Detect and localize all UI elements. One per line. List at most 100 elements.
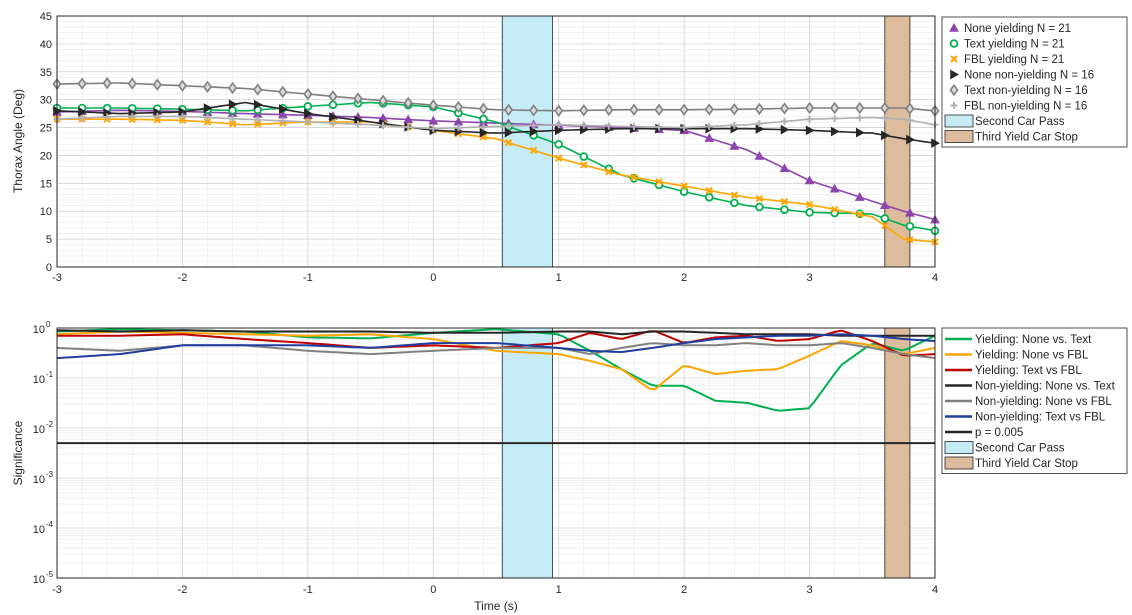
shaded-regions [501,327,911,579]
top-series-1-point [854,192,865,201]
top-series-3-point [529,146,538,155]
top-series-4-point [329,112,338,122]
top-series-6-point [178,112,186,120]
top-series-6-point [831,115,839,123]
top-series-4-point [855,127,865,138]
series-group [56,328,936,445]
bottom-series-6-line [56,333,936,360]
top-series-5-point [453,100,463,114]
top-series-3-point [856,210,864,219]
legend-label: Yielding: None vs FBL [975,350,1089,362]
top-series-5-point [428,99,438,112]
top-series-3-line [57,118,936,243]
top-series-6-point [881,114,889,122]
top-series-6-point [705,122,713,130]
top-series-5-point [805,101,815,115]
top-series-4-point [253,99,263,110]
top-series-3-point [253,120,262,128]
legend-label: None non-yielding N = 16 [964,70,1094,82]
legend-label: FBL yielding N = 21 [964,54,1064,66]
top-series-6-point [806,115,814,123]
top-series-5-point [177,79,187,92]
legend-item: Text non-yielding N = 16 [949,83,1088,97]
top-series-3-point [203,118,212,126]
top-series-5-point [353,92,363,105]
top-series-6-point [906,116,914,124]
top-series-2-point [905,221,915,231]
top-series-4-point [78,107,88,117]
legend-item: Second Car Pass [944,441,1065,455]
top-series-5-point [629,103,639,116]
top-series-6-point [856,114,864,122]
legend-label: Third Yield Car Stop [975,458,1078,470]
legend-item: Third Yield Car Stop [944,456,1078,470]
legend-bottom: Yielding: None vs. Text Yielding: None vs… [941,327,1128,474]
legend-label: Text non-yielding N = 16 [964,85,1088,97]
y-tick-exponent: -1 [46,370,54,379]
x-tick-label: 1 [556,584,562,596]
top-series-6-point [354,120,362,128]
legend-label: None yielding N = 21 [964,23,1071,35]
legend-item: FBL yielding N = 21 [950,54,1064,66]
legend-label: Yielding: None vs. Text [975,334,1092,346]
x-tick-label: -3 [52,584,62,596]
top-series-2-point [730,198,739,208]
legend-marker [949,22,959,32]
x-tick-label: 1 [556,272,562,284]
top-series-2-point [303,102,313,111]
top-series-4-point [780,124,790,135]
top-series-5-point [779,102,790,115]
top-series-5-point [503,103,514,117]
y-tick-label: 15 [40,178,52,190]
top-series-5-point [77,77,87,90]
top-series-3-point [780,197,789,206]
top-series-5-point [253,83,263,96]
top-series-4-point [906,134,915,145]
x-tick-label: 4 [932,584,938,596]
top-series-5-point [152,78,162,91]
top-series-6-point [630,123,638,131]
y-tick-exponent: -5 [46,570,54,579]
legend-item: FBL non-yielding N = 16 [950,101,1087,113]
top-series-6-point [755,120,763,128]
top-series-3-point [555,154,563,162]
top-series-5-point [729,103,739,116]
legend-item: p = 0.005 [945,427,1023,439]
y-axis-title: Thorax Angle (Deg) [11,89,25,193]
top-series-6 [53,112,939,133]
y-tick-label: 10 [33,574,45,586]
top-series-5-point [127,77,137,90]
legend-item: Text yielding N = 21 [949,39,1065,51]
y-tick-label: 5 [46,234,52,246]
legend-item: Second Car Pass [944,114,1065,128]
top-series-5-point [202,80,213,93]
legend-item: None yielding N = 21 [949,22,1071,35]
top-series-1-point [905,207,915,217]
y-tick-label: 10 [33,424,45,436]
y-tick-label: 45 [40,11,52,23]
top-series-6-point [555,121,563,129]
top-series-5-point [378,94,388,107]
top-series-4-point [279,104,288,115]
top-series-5-point [328,90,338,103]
top-series-6-point [655,123,663,131]
top-series-3-point [805,200,814,209]
top-series-1-point [428,115,439,125]
top-series-6-point [505,122,513,130]
y-tick-labels: 0 5 10 15 20 25 30 35 40 45 [40,11,52,274]
legend-label: Text yielding N = 21 [964,39,1065,51]
top-series-1-point [879,200,890,209]
x-tick-label: 4 [932,272,938,284]
y-tick-label: 25 [40,123,52,135]
top-series-5-point [303,87,313,101]
legend-label: FBL non-yielding N = 16 [964,101,1087,113]
legend-label: Non-yielding: None vs. Text [975,381,1116,393]
top-series-6-point [379,122,387,130]
top-series-5-point [102,77,112,90]
legend-marker [950,55,958,63]
top-series-6-point [229,115,237,123]
legend-label: Second Car Pass [975,443,1065,455]
top-series-4-point [881,130,890,141]
legend-swatch [944,130,974,143]
x-tick-label: -1 [303,584,313,596]
